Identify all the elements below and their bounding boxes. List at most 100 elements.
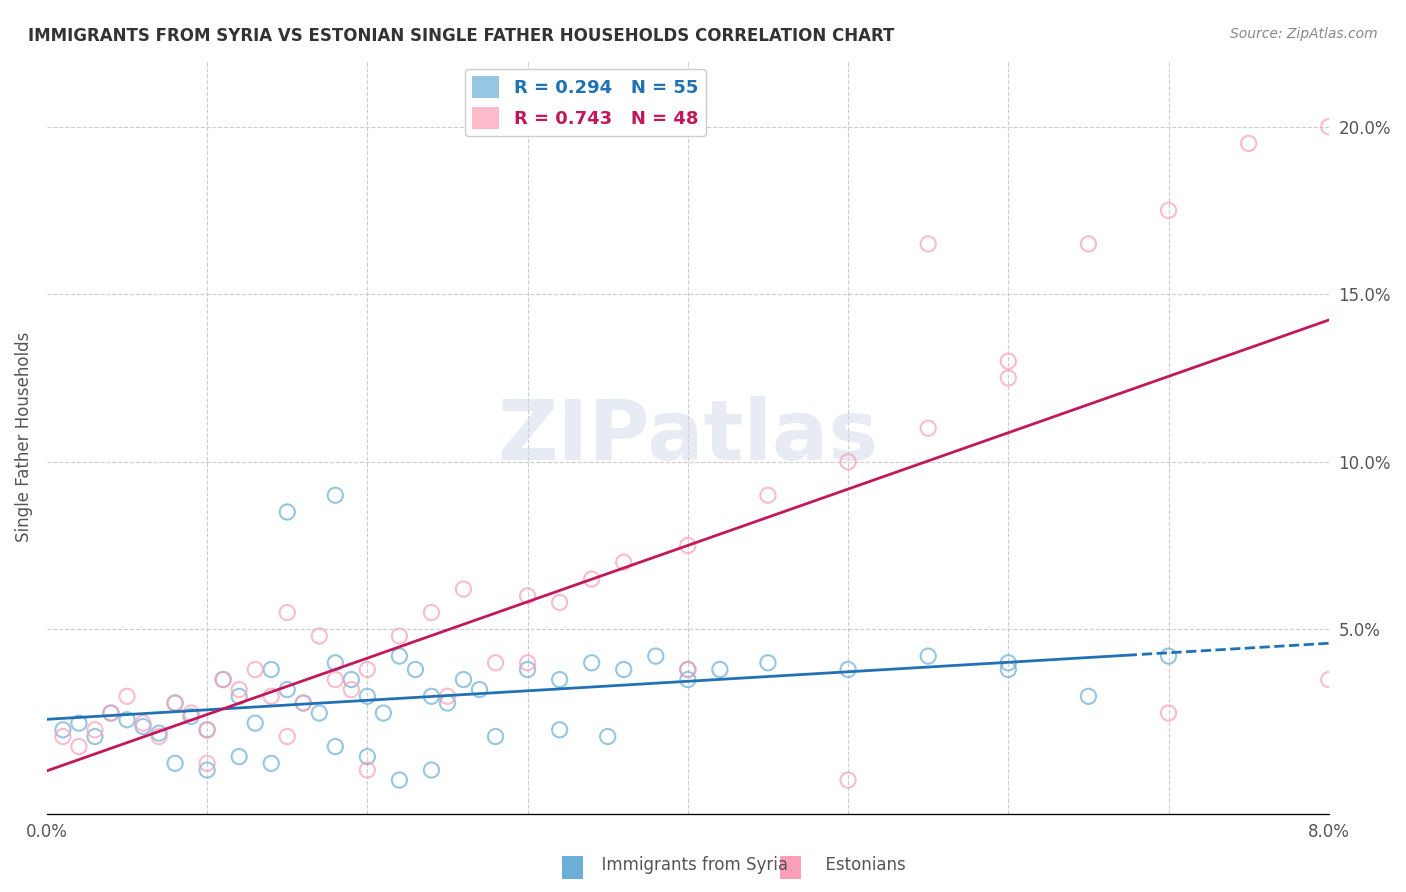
Point — [581, 572, 603, 586]
Point — [67, 716, 90, 731]
Point — [52, 730, 75, 744]
Text: Estonians: Estonians — [815, 856, 907, 874]
Point — [52, 723, 75, 737]
Point — [195, 756, 218, 771]
Point — [148, 726, 170, 740]
Point — [388, 649, 411, 664]
Point — [67, 739, 90, 754]
Point — [84, 723, 107, 737]
Point — [997, 371, 1019, 385]
Point — [581, 656, 603, 670]
Y-axis label: Single Father Households: Single Father Households — [15, 332, 32, 541]
Text: Source: ZipAtlas.com: Source: ZipAtlas.com — [1230, 27, 1378, 41]
Text: IMMIGRANTS FROM SYRIA VS ESTONIAN SINGLE FATHER HOUSEHOLDS CORRELATION CHART: IMMIGRANTS FROM SYRIA VS ESTONIAN SINGLE… — [28, 27, 894, 45]
Point — [548, 595, 571, 609]
Text: ZIPatlas: ZIPatlas — [498, 396, 879, 477]
Point — [228, 749, 250, 764]
Point — [676, 673, 699, 687]
Point — [997, 354, 1019, 368]
Point — [165, 696, 187, 710]
Point — [596, 730, 619, 744]
Point — [837, 773, 859, 788]
Point — [132, 719, 155, 733]
Point — [323, 673, 346, 687]
Point — [323, 739, 346, 754]
Point — [165, 696, 187, 710]
Point — [516, 589, 538, 603]
Point — [837, 663, 859, 677]
Point — [1237, 136, 1260, 151]
Legend: R = 0.294   N = 55, R = 0.743   N = 48: R = 0.294 N = 55, R = 0.743 N = 48 — [465, 69, 706, 136]
Point — [1317, 673, 1340, 687]
Point — [676, 663, 699, 677]
Point — [195, 723, 218, 737]
Point — [165, 756, 187, 771]
Point — [100, 706, 122, 720]
Point — [436, 696, 458, 710]
Point — [484, 656, 506, 670]
Point — [468, 682, 491, 697]
Point — [356, 763, 378, 777]
Point — [132, 716, 155, 731]
Point — [180, 709, 202, 723]
Point — [548, 673, 571, 687]
Point — [323, 656, 346, 670]
Point — [548, 723, 571, 737]
Point — [613, 555, 636, 569]
Point — [228, 682, 250, 697]
Point — [228, 690, 250, 704]
Point — [676, 663, 699, 677]
Point — [613, 663, 636, 677]
Point — [115, 690, 138, 704]
Point — [917, 649, 939, 664]
Point — [644, 649, 666, 664]
Point — [1157, 649, 1180, 664]
Point — [84, 730, 107, 744]
Point — [276, 682, 298, 697]
Point — [195, 723, 218, 737]
Point — [260, 690, 283, 704]
Point — [323, 488, 346, 502]
Point — [388, 629, 411, 643]
Point — [308, 629, 330, 643]
Point — [356, 663, 378, 677]
Point — [276, 730, 298, 744]
Point — [340, 673, 363, 687]
Point — [1317, 120, 1340, 134]
Point — [1157, 203, 1180, 218]
Point — [260, 663, 283, 677]
Point — [1077, 690, 1099, 704]
Point — [276, 505, 298, 519]
Point — [292, 696, 315, 710]
Point — [420, 763, 443, 777]
Point — [837, 455, 859, 469]
Point — [1077, 236, 1099, 251]
Point — [997, 663, 1019, 677]
Point — [484, 730, 506, 744]
Point — [373, 706, 395, 720]
Point — [420, 690, 443, 704]
Text: Immigrants from Syria: Immigrants from Syria — [591, 856, 787, 874]
Point — [997, 656, 1019, 670]
Point — [245, 663, 267, 677]
Point — [709, 663, 731, 677]
Point — [516, 663, 538, 677]
Point — [453, 582, 475, 596]
Point — [180, 706, 202, 720]
Point — [676, 539, 699, 553]
Point — [436, 690, 458, 704]
Point — [308, 706, 330, 720]
Point — [453, 673, 475, 687]
Point — [917, 236, 939, 251]
Point — [148, 730, 170, 744]
Point — [212, 673, 235, 687]
Point — [404, 663, 426, 677]
Point — [420, 606, 443, 620]
Point — [356, 690, 378, 704]
Point — [100, 706, 122, 720]
Point — [388, 773, 411, 788]
Point — [260, 756, 283, 771]
Point — [756, 656, 779, 670]
Point — [1157, 706, 1180, 720]
Point — [276, 606, 298, 620]
